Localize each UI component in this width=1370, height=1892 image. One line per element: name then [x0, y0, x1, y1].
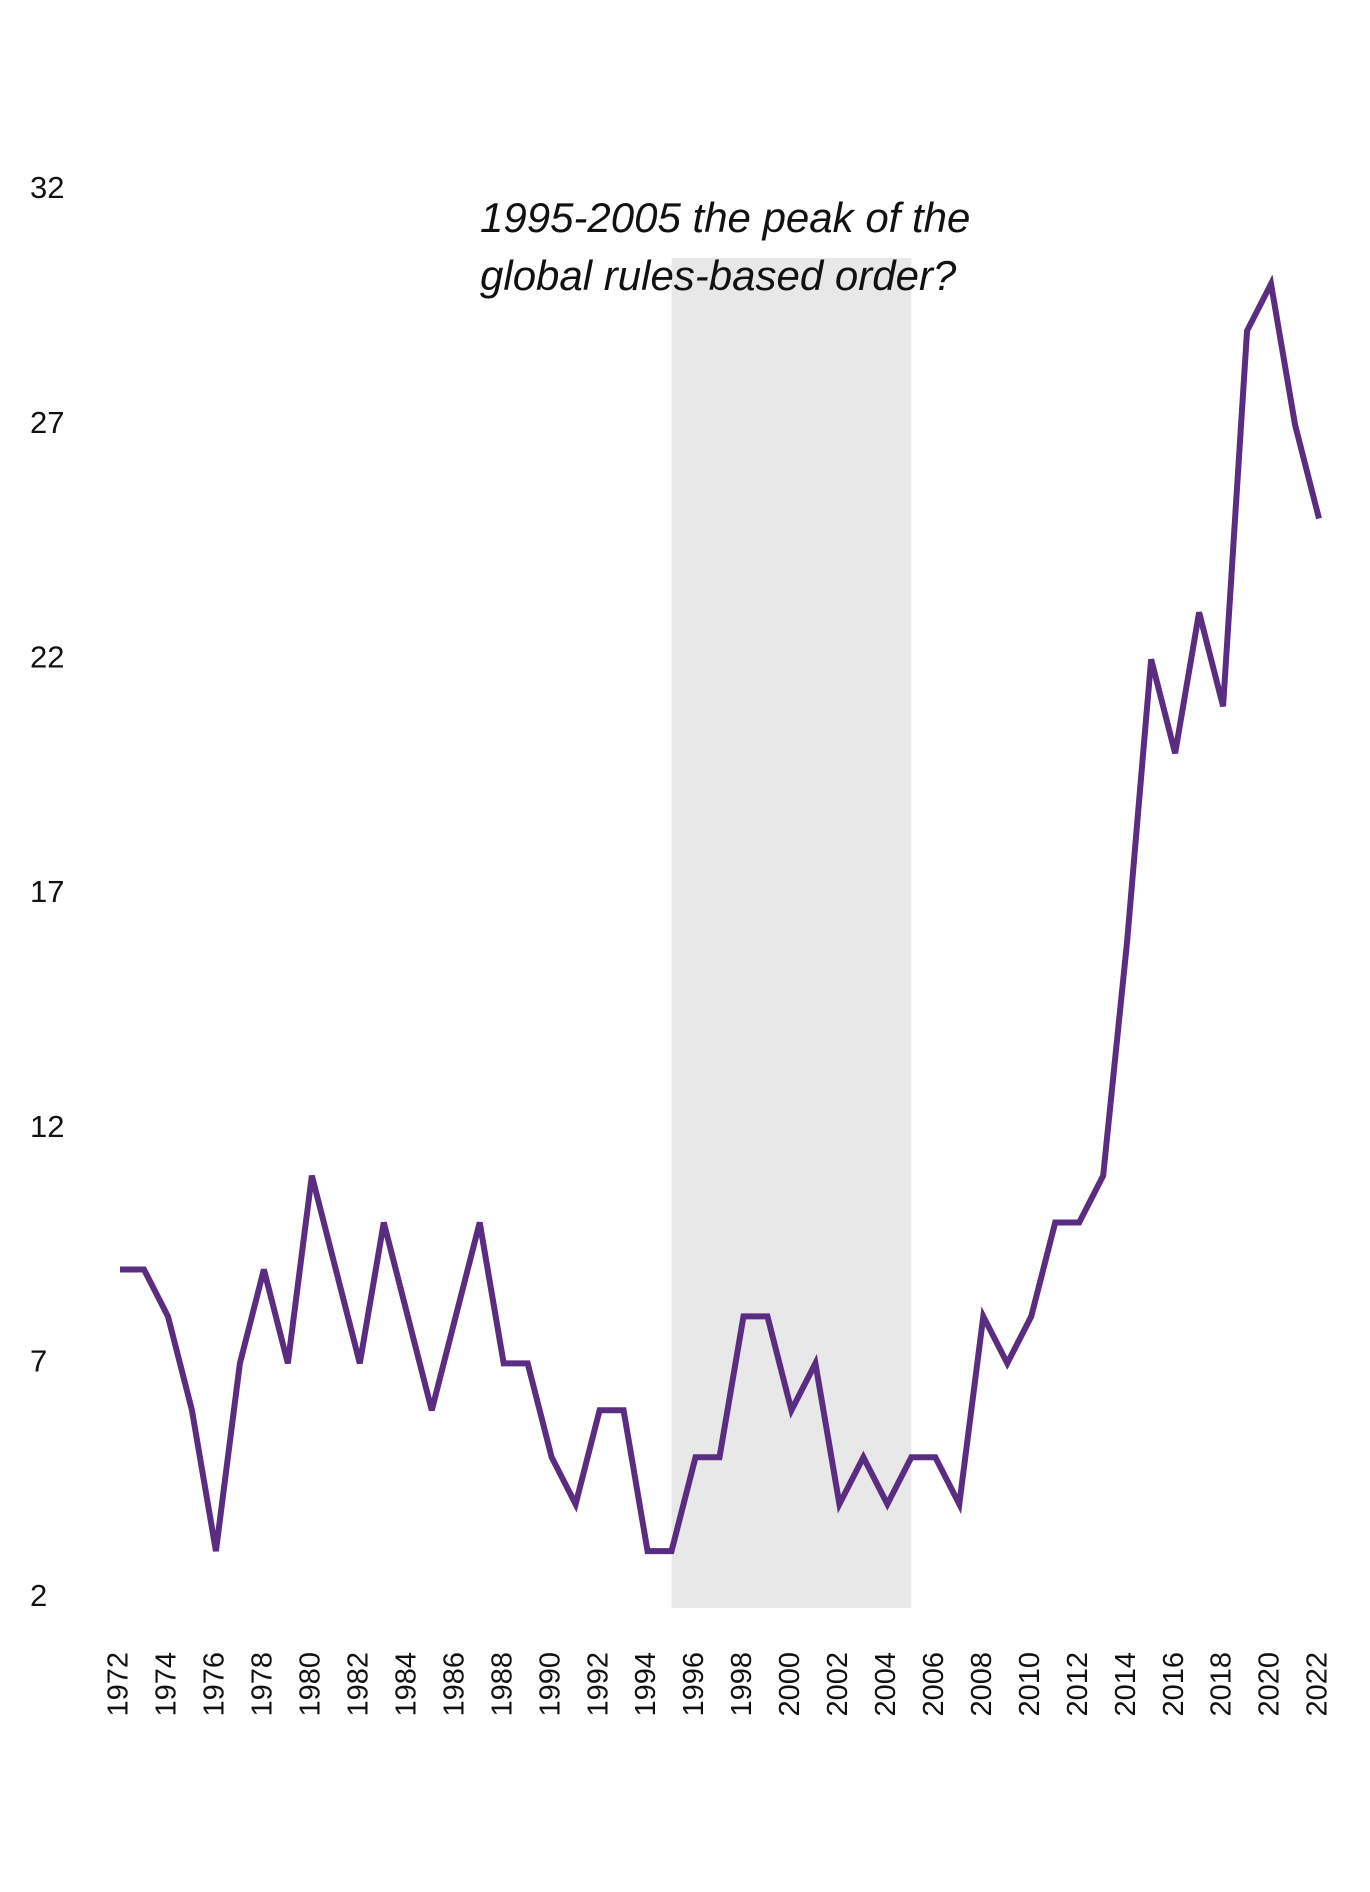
x-tick-label: 1990: [534, 1652, 566, 1717]
x-tick-label: 1996: [678, 1652, 710, 1717]
x-tick-label: 2020: [1254, 1652, 1286, 1717]
data-line: [120, 274, 1322, 1555]
x-tick-label: 2006: [918, 1652, 950, 1717]
x-tick-label: 2018: [1206, 1652, 1238, 1717]
x-tick-label: 2016: [1158, 1652, 1190, 1717]
x-tick-label: 1994: [630, 1652, 662, 1717]
x-tick-label: 2012: [1062, 1652, 1094, 1717]
x-tick-label: 1988: [486, 1652, 518, 1717]
x-tick-label: 2010: [1014, 1652, 1046, 1717]
y-tick-label: 27: [30, 405, 64, 440]
annotation: 1995-2005 the peak of the: [480, 194, 970, 241]
x-tick-label: 1980: [294, 1652, 326, 1717]
x-tick-label: 2022: [1302, 1652, 1334, 1717]
x-tick-label: 1998: [726, 1652, 758, 1717]
y-tick-label: 22: [30, 640, 64, 675]
x-tick-label: 1982: [342, 1652, 374, 1717]
x-tick-label: 1978: [247, 1652, 279, 1717]
x-tick-label: 1974: [151, 1652, 183, 1717]
y-tick-label: 32: [30, 170, 64, 205]
x-tick-label: 2004: [870, 1652, 902, 1717]
shaded-period: [671, 258, 912, 1608]
x-tick-label: 1972: [103, 1652, 135, 1717]
x-tick-label: 2000: [774, 1652, 806, 1717]
y-tick-label: 12: [30, 1109, 64, 1144]
x-tick-label: 1976: [199, 1652, 231, 1717]
y-tick-label: 7: [30, 1344, 47, 1379]
x-tick-label: 2008: [966, 1652, 998, 1717]
annotation: global rules-based order?: [480, 252, 957, 299]
x-tick-label: 2002: [822, 1652, 854, 1717]
x-tick-label: 1992: [582, 1652, 614, 1717]
y-tick-label: 2: [30, 1578, 47, 1613]
y-tick-label: 17: [30, 874, 64, 909]
x-tick-label: 1984: [390, 1652, 422, 1717]
x-tick-label: 2014: [1110, 1652, 1142, 1717]
x-tick-label: 1986: [438, 1652, 470, 1717]
